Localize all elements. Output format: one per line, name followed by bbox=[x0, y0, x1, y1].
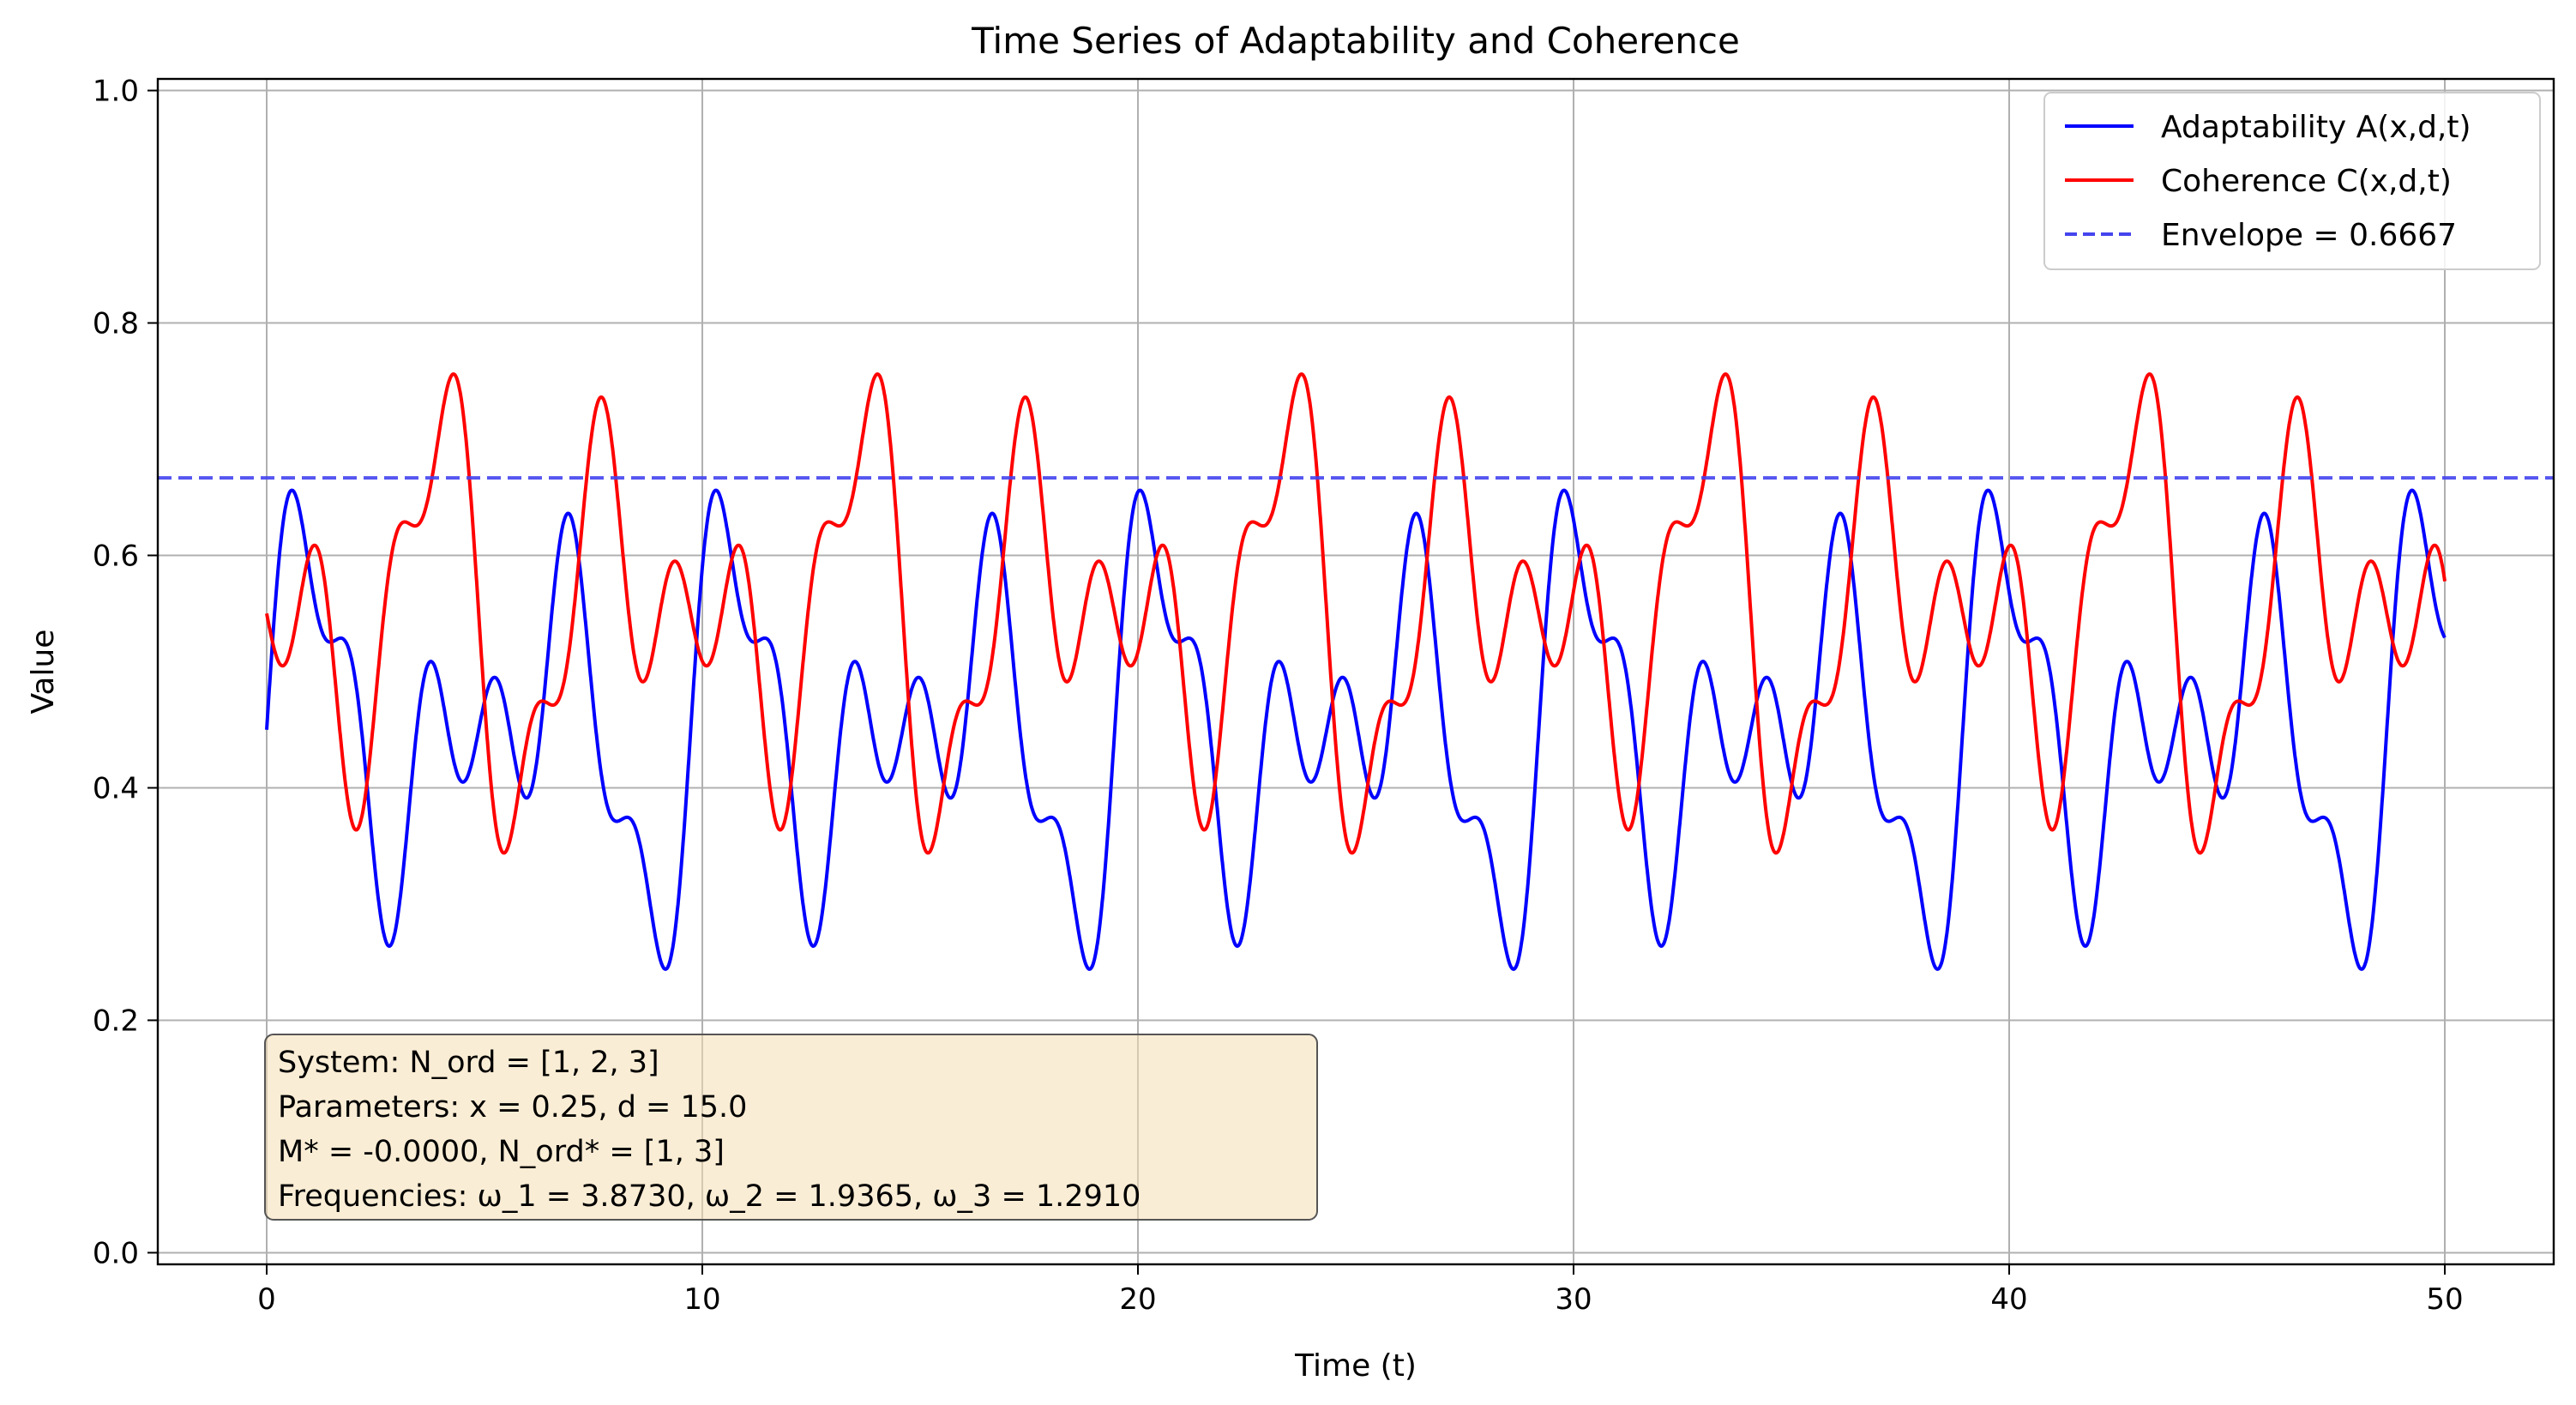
series-adaptability-line bbox=[265, 488, 2447, 971]
annotation-line-2: Parameters: x = 0.25, d = 15.0 bbox=[278, 1090, 747, 1125]
y-tick-label: 0.2 bbox=[93, 1004, 139, 1038]
y-tick-label: 1.0 bbox=[93, 75, 139, 109]
y-axis-label: Value bbox=[26, 630, 61, 715]
x-tick-label: 0 bbox=[257, 1282, 276, 1317]
annotation-background bbox=[264, 1034, 1318, 1221]
annotation-box: System: N_ord = [1, 2, 3] Parameters: x … bbox=[264, 1034, 1318, 1221]
chart-title: Time Series of Adaptability and Coherenc… bbox=[971, 20, 1740, 62]
legend-label-adaptability: Adaptability A(x,d,t) bbox=[2161, 110, 2471, 145]
legend-label-envelope: Envelope = 0.6667 bbox=[2161, 218, 2457, 253]
y-tick-label: 0.0 bbox=[93, 1236, 139, 1270]
plot-frame bbox=[156, 77, 2555, 1266]
series-coherence-line bbox=[265, 372, 2447, 855]
legend-label-coherence: Coherence C(x,d,t) bbox=[2161, 164, 2452, 199]
x-tick-label: 20 bbox=[1119, 1282, 1156, 1317]
x-tick-label: 40 bbox=[1990, 1282, 2027, 1317]
annotation-line-1: System: N_ord = [1, 2, 3] bbox=[278, 1046, 659, 1080]
x-axis-label: Time (t) bbox=[1294, 1348, 1417, 1384]
x-tick-label: 50 bbox=[2426, 1282, 2463, 1317]
grid bbox=[158, 79, 2554, 1264]
annotation-line-4: Frequencies: ω_1 = 3.8730, ω_2 = 1.9365,… bbox=[278, 1179, 1141, 1214]
axes: 0 10 20 30 40 50 0.0 0.2 0.4 0.6 0.8 1.0 bbox=[93, 75, 2464, 1317]
x-tick-label: 10 bbox=[683, 1282, 720, 1317]
legend: Adaptability A(x,d,t) Coherence C(x,d,t)… bbox=[2043, 92, 2541, 270]
y-tick-label: 0.4 bbox=[93, 771, 139, 805]
y-tick-label: 0.6 bbox=[93, 540, 139, 574]
plot-area bbox=[158, 372, 2554, 971]
y-tick-label: 0.8 bbox=[93, 307, 139, 341]
x-tick-label: 30 bbox=[1555, 1282, 1592, 1317]
legend-frame bbox=[2043, 92, 2541, 270]
annotation-line-3: M* = -0.0000, N_ord* = [1, 3] bbox=[278, 1135, 725, 1169]
